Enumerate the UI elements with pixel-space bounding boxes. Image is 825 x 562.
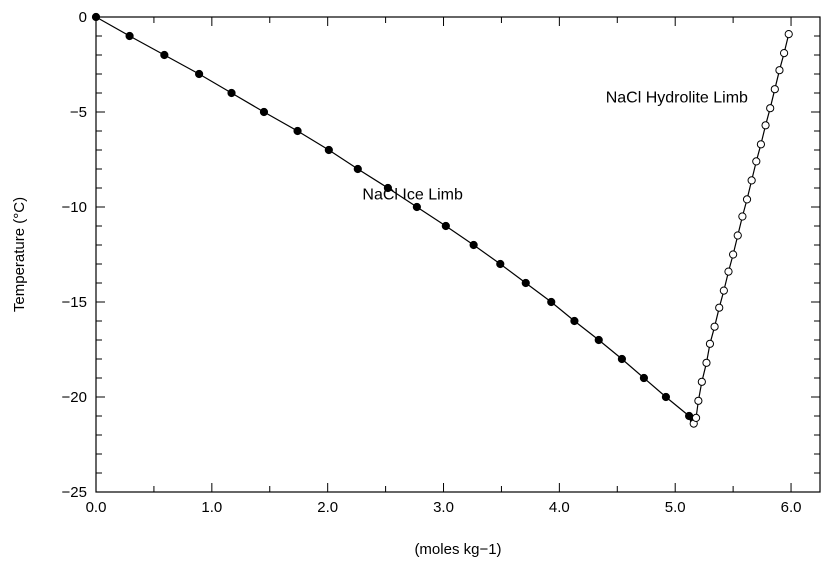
x-tick-label: 2.0 — [317, 499, 338, 516]
hydrolite-data-point — [719, 286, 728, 295]
x-tick-label: 6.0 — [781, 499, 802, 516]
ice-data-point — [661, 392, 671, 402]
ice-data-point — [496, 259, 505, 269]
hydrolite-data-point — [702, 358, 711, 367]
ice-data-point — [521, 278, 530, 288]
ice-data-point — [383, 183, 393, 193]
hydrolite-data-point — [766, 104, 775, 113]
y-tick-label: −25 — [62, 484, 87, 501]
hydrolite-data-point — [729, 250, 738, 259]
hydrolite-data-point — [705, 339, 715, 348]
hydrolite-data-point — [779, 49, 789, 58]
ice-data-point — [469, 240, 478, 250]
ice-data-point — [639, 373, 649, 383]
tick-labels: 0.0 1.0 2.0 3.0 4.0 5.0 6.0 0 −5 −10 −15 −20 −25 — [62, 9, 802, 516]
hydrolite-data-point — [742, 195, 752, 204]
ice-data-point — [324, 145, 333, 155]
ice-data-point — [570, 316, 579, 326]
data-points — [91, 12, 793, 428]
hydrolite-data-point — [710, 322, 719, 331]
y-tick-label: −10 — [62, 199, 87, 216]
ice-data-point — [259, 107, 269, 117]
annotation-hydrolite-limb: NaCl Hydrolite Limb — [606, 90, 748, 107]
ice-data-point — [91, 12, 101, 22]
y-axis-label: Temperature (°C) — [11, 197, 28, 312]
hydrolite-data-point — [747, 176, 756, 185]
y-tick-label: −5 — [70, 104, 87, 121]
y-tick-label: 0 — [79, 9, 87, 26]
ice-data-point — [353, 164, 362, 174]
y-tick-label: −15 — [62, 294, 87, 311]
ice-data-point — [617, 354, 627, 364]
x-tick-label: 3.0 — [433, 499, 454, 516]
hydrolite-data-point — [756, 140, 766, 149]
ice-data-point — [125, 31, 134, 41]
axis-ticks — [95, 16, 820, 493]
series-line-ice-limb — [95, 16, 695, 421]
x-tick-label: 1.0 — [201, 499, 222, 516]
x-tick-label: 5.0 — [665, 499, 686, 516]
ice-data-point — [594, 335, 603, 345]
x-tick-label: 4.0 — [549, 499, 570, 516]
hydrolite-data-point — [691, 413, 701, 422]
ice-data-point — [195, 69, 204, 79]
hydrolite-data-point — [752, 157, 761, 166]
y-tick-label: −20 — [62, 389, 87, 406]
hydrolite-data-point — [784, 29, 793, 39]
hydrolite-data-point — [724, 267, 733, 276]
hydrolite-data-point — [715, 303, 724, 312]
ice-data-point — [547, 297, 556, 307]
hydrolite-data-point — [694, 396, 703, 405]
ice-data-point — [227, 88, 236, 98]
ice-data-point — [441, 221, 450, 231]
x-axis-label: (moles kg−1) — [414, 541, 501, 558]
plot-border — [95, 16, 821, 493]
hydrolite-data-point — [697, 377, 706, 386]
hydrolite-data-point — [775, 66, 784, 75]
plot-frame — [95, 16, 821, 493]
ice-data-point — [412, 202, 421, 212]
hydrolite-data-point — [738, 212, 747, 221]
x-tick-label: 0.0 — [86, 499, 107, 516]
ice-data-point — [293, 126, 302, 136]
hydrolite-data-point — [733, 231, 742, 240]
ice-data-point — [160, 50, 169, 60]
hydrolite-data-point — [770, 85, 779, 94]
hydrolite-data-point — [761, 121, 770, 130]
annotation-ice-limb: NaCl Ice Limb — [362, 186, 463, 203]
